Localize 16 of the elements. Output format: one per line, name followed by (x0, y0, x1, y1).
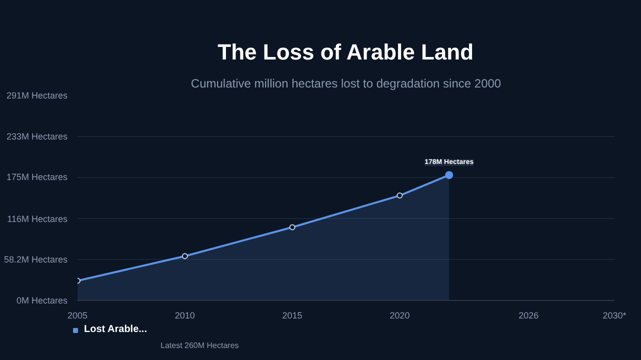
text: Latest 260M Hectares (160, 341, 239, 350)
x-tick-label: 2015 (282, 310, 302, 320)
y-tick-label: 58.2M Hectares (4, 254, 68, 264)
y-tick-label: 0M Hectares (16, 296, 68, 306)
legend-label: Lost Arable... (84, 324, 147, 335)
x-tick-label: 2026 (518, 310, 539, 320)
x-tick-label: 2010 (174, 310, 195, 320)
chart-subtitle: Cumulative million hectares lost to degradation since 2000 (190, 76, 502, 90)
y-tick-label: 116M Hectares (7, 214, 68, 224)
y-tick-label: 175M Hectares (6, 172, 68, 182)
chart-title: The Loss of Arable Land (218, 40, 474, 64)
x-tick-label: 2030* (602, 310, 627, 320)
y-tick-label: 291M Hectares (6, 90, 68, 100)
x-tick-label: 2005 (67, 310, 88, 320)
x-tick-label: 2020 (390, 310, 410, 320)
y-tick-label: 233M Hectares (6, 131, 68, 142)
